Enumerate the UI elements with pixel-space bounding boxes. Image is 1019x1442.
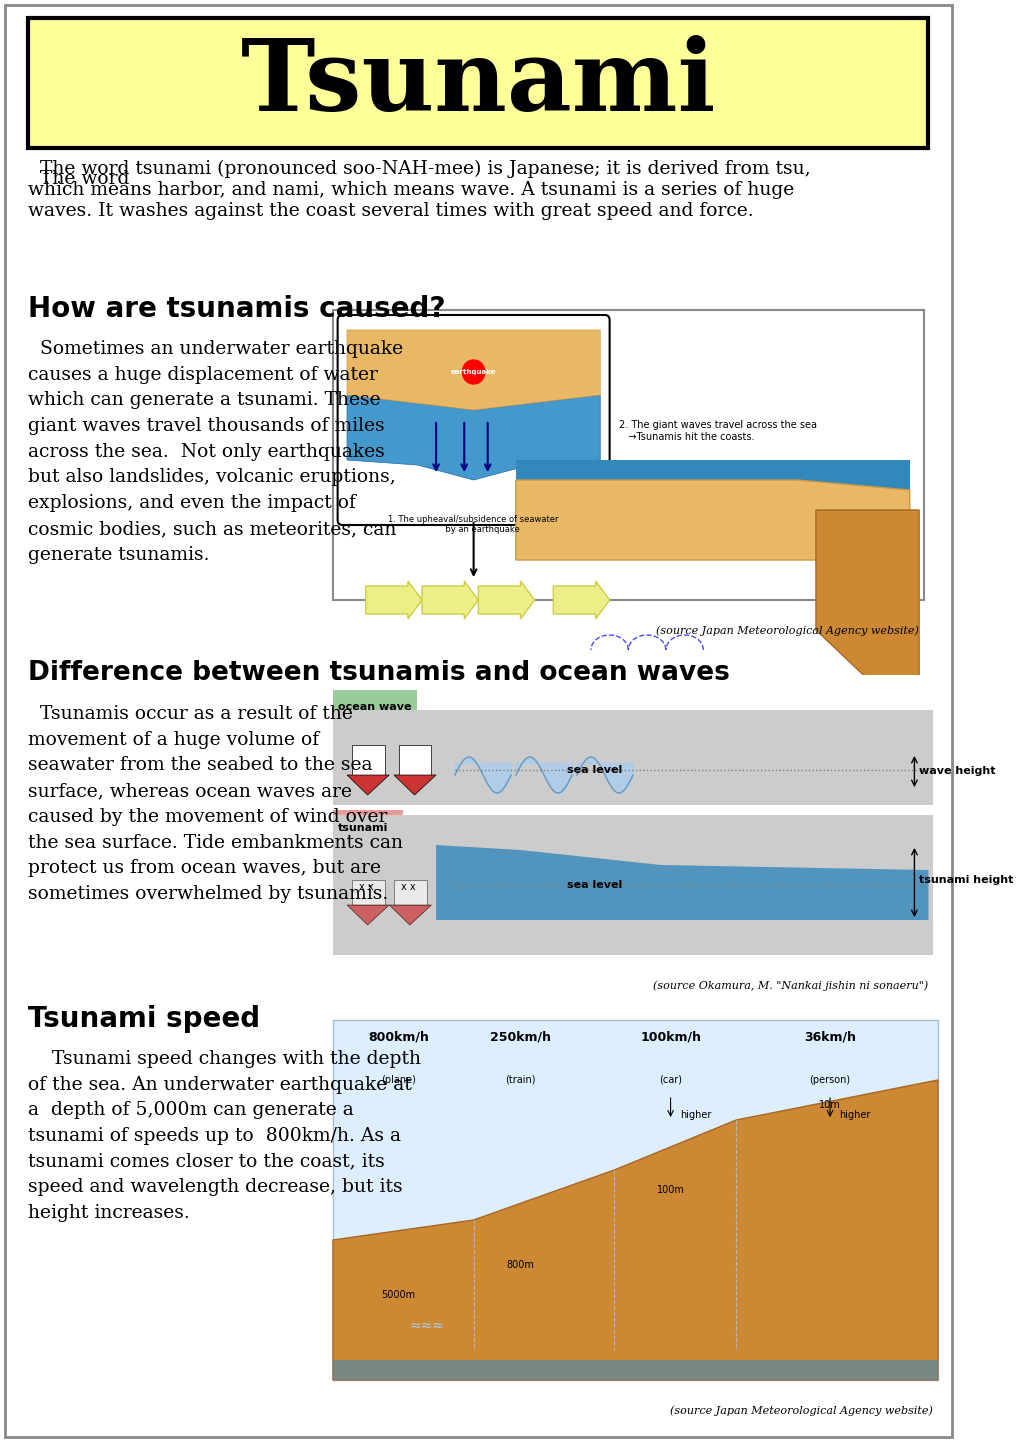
Bar (393, 880, 426, 906)
Polygon shape (389, 906, 431, 924)
Polygon shape (346, 330, 599, 410)
Text: Tsunamis occur as a result of the
movement of a huge volume of
seawater from the: Tsunamis occur as a result of the moveme… (29, 705, 403, 903)
FancyBboxPatch shape (332, 310, 923, 600)
Text: (person): (person) (809, 1074, 850, 1084)
FancyBboxPatch shape (29, 17, 927, 149)
Circle shape (462, 360, 484, 384)
Text: ocean wave: ocean wave (337, 702, 411, 712)
Text: (source Japan Meteorological Agency website): (source Japan Meteorological Agency webs… (669, 1405, 932, 1416)
Polygon shape (815, 510, 918, 709)
Text: earthquake: earthquake (450, 369, 496, 375)
Text: (plane): (plane) (381, 1074, 416, 1084)
Text: 2. The giant waves travel across the sea
   →Tsunamis hit the coasts.: 2. The giant waves travel across the sea… (619, 420, 816, 441)
Polygon shape (346, 774, 389, 795)
FancyArrow shape (422, 581, 478, 619)
FancyArrow shape (366, 581, 422, 619)
Polygon shape (332, 1080, 936, 1380)
Bar (332, 675, 932, 955)
Text: The word: The word (29, 170, 136, 187)
Text: (car): (car) (658, 1074, 682, 1084)
Bar (332, 1019, 936, 1380)
Text: 5000m: 5000m (381, 1291, 416, 1301)
Bar (332, 810, 403, 831)
Text: (source Okamura, M. "Nankai jishin ni sonaeru"): (source Okamura, M. "Nankai jishin ni so… (652, 981, 927, 991)
Text: Tsunami speed changes with the depth
of the sea. An underwater earthquake at
a  : Tsunami speed changes with the depth of … (29, 1050, 421, 1223)
Polygon shape (332, 1360, 936, 1380)
Text: higher: higher (680, 1110, 710, 1120)
Text: sea level: sea level (567, 880, 622, 890)
Text: 100m: 100m (656, 1185, 684, 1195)
Text: x x: x x (359, 883, 373, 893)
Text: Sometimes an underwater earthquake
causes a huge displacement of water
which can: Sometimes an underwater earthquake cause… (29, 340, 403, 564)
Bar (332, 691, 417, 709)
Bar (332, 709, 932, 805)
Text: How are tsunamis caused?: How are tsunamis caused? (29, 296, 445, 323)
Polygon shape (346, 395, 599, 480)
Text: 36km/h: 36km/h (803, 1030, 855, 1043)
Text: x x: x x (401, 883, 416, 893)
FancyArrow shape (552, 581, 609, 619)
FancyBboxPatch shape (337, 314, 609, 525)
Polygon shape (516, 480, 909, 559)
Text: 800km/h: 800km/h (368, 1030, 429, 1043)
Text: Difference between tsunamis and ocean waves: Difference between tsunamis and ocean wa… (29, 660, 730, 686)
Text: wave height: wave height (918, 766, 995, 776)
Polygon shape (346, 906, 389, 924)
Text: tsunami height: tsunami height (918, 875, 1013, 885)
Bar (352, 746, 384, 774)
Text: 800m: 800m (506, 1260, 534, 1270)
Bar (516, 460, 909, 559)
Text: (train): (train) (504, 1074, 535, 1084)
Text: higher: higher (839, 1110, 870, 1120)
Text: sea level: sea level (567, 766, 622, 774)
Text: 100km/h: 100km/h (640, 1030, 700, 1043)
Text: Tsunami speed: Tsunami speed (29, 1005, 260, 1032)
Text: 250km/h: 250km/h (489, 1030, 550, 1043)
Polygon shape (436, 845, 927, 920)
Bar (352, 880, 384, 906)
Text: 10m: 10m (818, 1100, 840, 1110)
Text: Tsunami: Tsunami (240, 35, 715, 131)
Text: The word tsunami (pronounced soo-NAH-mee) is Japanese; it is derived from tsu,
w: The word tsunami (pronounced soo-NAH-mee… (29, 160, 810, 219)
Text: (source Japan Meteorological Agency website): (source Japan Meteorological Agency webs… (655, 624, 918, 636)
Text: ≈≈≈: ≈≈≈ (409, 1319, 443, 1332)
Bar (332, 815, 932, 955)
Bar (398, 746, 431, 774)
Text: 1. The upheaval/subsidence of seawater
       by an earthquake: 1. The upheaval/subsidence of seawater b… (388, 515, 558, 535)
Text: tsunami: tsunami (337, 823, 387, 833)
Polygon shape (393, 774, 436, 795)
FancyArrow shape (478, 581, 534, 619)
